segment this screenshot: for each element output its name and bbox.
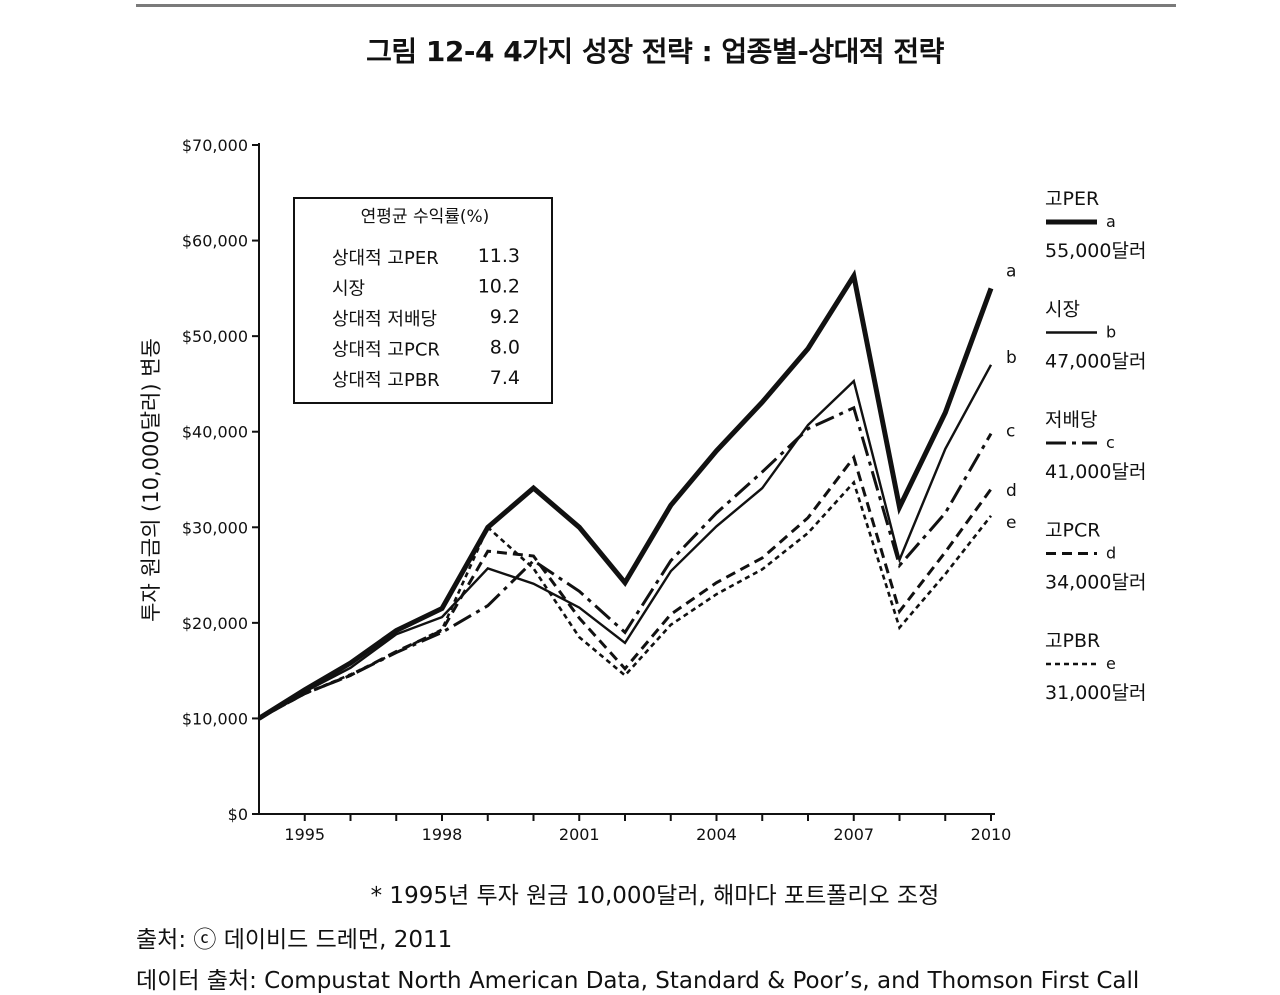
y-tick-label: $60,000 [182,232,248,251]
returns-row-label: 상대적 고PBR [332,370,440,391]
series-line-d [258,454,993,720]
legend-letter: a [1106,212,1116,231]
series-end-letter-c: c [1006,422,1015,442]
returns-row-value: 11.3 [478,245,520,267]
y-tick-label: $10,000 [182,709,248,728]
legend-series-name: 시장 [1045,299,1080,321]
series-line-c [258,405,993,720]
source-credit: 출처: ⓒ 데이비드 드레먼, 2011 [136,927,453,953]
legend-letter: d [1106,544,1116,563]
returns-row-value: 9.2 [490,306,520,328]
legend-letter: b [1106,323,1116,342]
legend-end-value: 31,000달러 [1045,682,1146,704]
top-rule [136,4,1176,7]
y-tick-label: $50,000 [182,327,248,346]
y-axis-label: 투자 원금의 (10,000달러) 변동 [139,338,163,622]
x-tick-label: 1998 [422,825,463,844]
returns-box-frame [293,197,553,404]
legend-end-value: 55,000달러 [1045,240,1146,262]
x-tick-label: 2010 [971,825,1012,844]
y-tick-label: $0 [228,805,248,824]
legend-series-name: 고PER [1045,188,1099,210]
y-tick-label: $20,000 [182,614,248,633]
y-tick-label: $70,000 [182,136,248,155]
x-tick-label: 2001 [559,825,600,844]
legend-end-value: 34,000달러 [1045,572,1146,594]
legend-series-name: 저배당 [1045,409,1097,431]
legend-letter: e [1106,654,1116,673]
y-tick-label: $30,000 [182,518,248,537]
data-source: 데이터 출처: Compustat North American Data, S… [136,968,1140,994]
legend-end-value: 41,000달러 [1045,461,1146,483]
legend-letter: c [1106,433,1115,452]
legend-end-value: 47,000달러 [1045,351,1146,373]
series-lines: a b c de [257,261,1017,721]
legend-series-name: 고PCR [1045,520,1100,542]
x-tick-label: 2004 [696,825,737,844]
returns-row-label: 시장 [332,279,365,300]
returns-row-label: 상대적 저배당 [332,309,437,330]
series-end-letter-d: d [1006,481,1017,501]
series-line-a [257,269,994,721]
returns-box-title: 연평균 수익률(%) [361,207,490,227]
returns-row-value: 7.4 [490,367,520,389]
returns-row-label: 상대적 고PCR [332,340,440,361]
series-end-letter-a: a [1006,261,1016,281]
series-end-letter-b: b [1006,348,1017,368]
x-tick-label: 1995 [284,825,325,844]
series-line-e [258,479,993,720]
figure-title: 그림 12-4 4가지 성장 전략 : 업종별-상대적 전략 [366,35,944,68]
y-tick-label: $40,000 [182,423,248,442]
annual-returns-box: 연평균 수익률(%) 상대적 고PER 11.3 시장 10.2 상대적 저배당 9.2 상대… [293,197,553,404]
series-end-letter-e: e [1006,513,1016,533]
series-line-b [258,364,993,720]
x-tick-label: 2007 [833,825,874,844]
returns-row-value: 10.2 [478,276,520,298]
legend-series-name: 고PBR [1045,630,1100,652]
chart-note: * 1995년 투자 원금 10,000달러, 해마다 포트폴리오 조정 [370,883,940,909]
returns-row-label: 상대적 고PER [332,248,439,269]
chart-axes: $0 $10,000 $20,000 $30,000 $40,000 $50,000 $60… [139,136,1011,844]
returns-row-value: 8.0 [490,337,520,359]
